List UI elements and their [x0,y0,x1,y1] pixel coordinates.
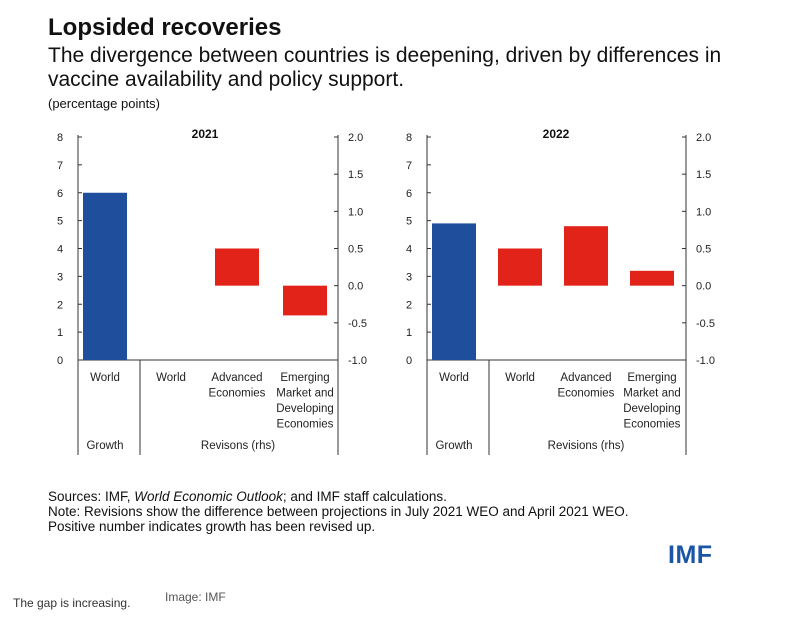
group-label-revisions: Revisons (rhs) [201,440,275,452]
revision-bar [564,226,608,286]
left-tick-label: 6 [57,188,63,200]
left-tick-label: 5 [406,216,412,228]
left-tick-label: 0 [57,355,63,367]
category-label: Economies [209,388,266,400]
right-tick-label: -0.5 [696,318,715,330]
left-tick-label: 1 [406,327,412,339]
revision-bar [498,248,542,286]
imf-logo: IMF [668,541,713,569]
category-label: Market and [276,388,334,400]
revision-bar [630,270,674,286]
panel-title: 2022 [543,127,570,141]
sources-line: Sources: IMF, World Economic Outlook; an… [48,489,768,504]
left-tick-label: 4 [57,244,63,256]
category-label: World [439,372,469,384]
sources-italic: World Economic Outlook [134,489,283,504]
left-tick-label: 4 [406,244,412,256]
left-tick-label: 8 [57,132,63,144]
left-tick-label: 7 [57,160,63,172]
chart-subtitle: The divergence between countries is deep… [48,44,722,91]
category-label: Market and [623,388,681,400]
category-label: Advanced [560,372,611,384]
category-label: World [90,372,120,384]
revision-bar [283,285,327,316]
right-tick-label: 0.5 [348,244,363,256]
right-tick-label: -1.0 [348,355,367,367]
chart-title: Lopsided recoveries [48,14,282,41]
sources-prefix: Sources: IMF, [48,489,135,504]
group-label-revisions: Revisions (rhs) [548,440,625,452]
left-tick-label: 5 [57,216,63,228]
category-label: Developing [623,403,681,415]
left-tick-label: 3 [406,271,412,283]
group-label-growth: Growth [435,440,472,452]
category-label: Economies [277,419,334,431]
units-label: (percentage points) [48,96,161,111]
left-tick-label: 8 [406,132,412,144]
left-tick-label: 6 [406,188,412,200]
left-tick-label: 2 [57,299,63,311]
revision-bar [215,248,259,286]
category-label: Economies [624,419,681,431]
left-tick-label: 7 [406,160,412,172]
chart-card [12,0,772,576]
right-tick-label: 2.0 [348,132,363,144]
left-tick-label: 1 [57,327,63,339]
image-caption: The gap is increasing. [13,596,131,610]
left-tick-label: 0 [406,355,412,367]
right-tick-label: 0.0 [348,281,363,293]
category-label: Developing [276,403,334,415]
image-credit: Image: IMF [165,590,226,604]
category-label: Economies [558,388,615,400]
category-label: Emerging [280,372,329,384]
right-tick-label: 1.0 [696,206,711,218]
chart-panel-2021: 2021 0 1 2 3 4 5 6 7 8 -1.0 -0.5 0.0 0.5 1.0 1.5 2.0 Worl… [57,127,367,455]
growth-bar [83,192,127,360]
sources-note: Sources: IMF, World Economic Outlook; an… [48,489,768,534]
left-tick-label: 2 [406,299,412,311]
category-label: World [505,372,535,384]
group-label-growth: Growth [86,440,123,452]
chart-panel-2022: 2022 0 1 2 3 4 5 6 7 8 -1.0 -0.5 0.0 0.5 1.0 1.5 2.0 Worl… [406,127,715,455]
category-label: Emerging [627,372,676,384]
right-tick-label: -0.5 [348,318,367,330]
category-label: World [156,372,186,384]
right-tick-label: 1.5 [696,169,711,181]
right-tick-label: 0.0 [696,281,711,293]
category-label: Advanced [211,372,262,384]
right-tick-label: 1.0 [348,206,363,218]
growth-bar [432,223,476,360]
note-line-1: Note: Revisions show the difference betw… [48,504,629,519]
note-line-2: Positive number indicates growth has bee… [48,519,376,534]
panel-title: 2021 [192,127,219,141]
sources-suffix: ; and IMF staff calculations. [282,489,447,504]
right-tick-label: 1.5 [348,169,363,181]
left-tick-label: 3 [57,271,63,283]
right-tick-label: -1.0 [696,355,715,367]
right-tick-label: 0.5 [696,244,711,256]
right-tick-label: 2.0 [696,132,711,144]
